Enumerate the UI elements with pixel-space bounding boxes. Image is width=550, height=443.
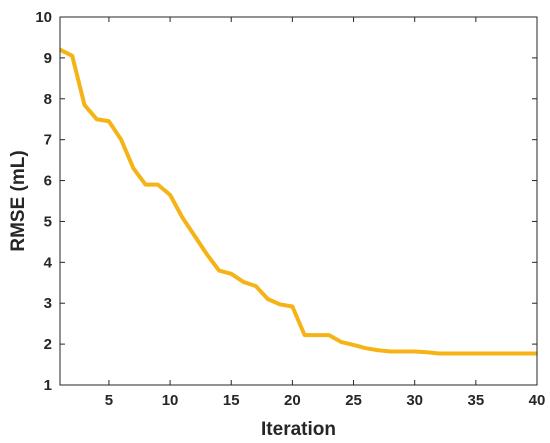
y-tick-label: 4 xyxy=(44,254,53,271)
x-tick-label: 40 xyxy=(529,392,546,409)
plot-area xyxy=(60,17,537,385)
x-tick-label: 10 xyxy=(162,392,179,409)
y-tick-label: 1 xyxy=(44,377,52,394)
x-tick-label: 30 xyxy=(406,392,423,409)
x-tick-label: 20 xyxy=(284,392,301,409)
series-line-rmse xyxy=(59,47,537,356)
x-axis-title: Iteration xyxy=(261,419,336,440)
y-tick-label: 7 xyxy=(44,132,52,149)
y-tick-label: 10 xyxy=(35,9,52,26)
y-tick-label: 2 xyxy=(44,336,52,353)
x-tick-label: 5 xyxy=(105,392,113,409)
y-tick-label: 8 xyxy=(44,91,52,108)
y-axis-title: RMSE (mL) xyxy=(8,150,29,251)
y-tick-label: 6 xyxy=(44,173,52,190)
y-tick-label: 5 xyxy=(44,213,52,230)
x-tick-label: 35 xyxy=(468,392,485,409)
plot-frame xyxy=(59,16,538,386)
y-tick-label: 9 xyxy=(44,50,52,67)
x-tick-label: 15 xyxy=(223,392,240,409)
y-tick-label: 3 xyxy=(44,295,52,312)
x-tick-label: 25 xyxy=(345,392,362,409)
